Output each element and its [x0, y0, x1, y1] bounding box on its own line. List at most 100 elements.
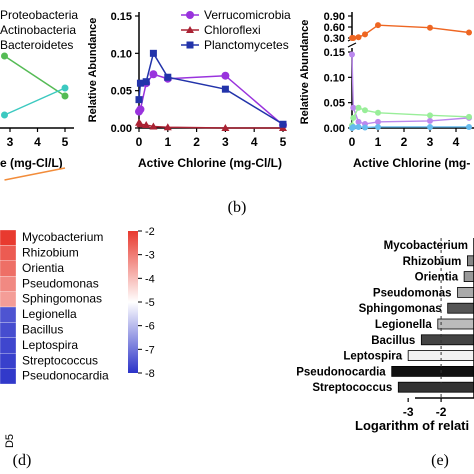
panel-left-partial: Proteobacteria Actinobacteria Bacteroide…: [0, 8, 78, 181]
panel-right-partial: Relative Abundance Active Chlorine (mg- …: [299, 11, 474, 170]
heatmap-cell: [0, 306, 17, 323]
right-series-1-point: [375, 118, 381, 125]
right-series-3-point: [355, 123, 362, 130]
heatmap-cell: [0, 353, 17, 369]
heatmap-row-label: Pseudonocardia: [22, 369, 109, 383]
middle-xlabel: Active Chlorine (mg-Cl/L): [138, 156, 282, 170]
panel-hbar: Mycobacterium Rhizobium Orientia Pseudomona…: [296, 238, 474, 433]
heatmap-row-label: Legionella: [22, 307, 77, 321]
colorbar-tick-label: -4: [145, 273, 155, 285]
panel-label-d: (d): [13, 452, 32, 469]
middle-series-2-point: [149, 49, 157, 57]
hbar-bar: [467, 255, 474, 267]
axis-break-mark-2: [347, 42, 357, 48]
middle-x-tick-label: 4: [251, 135, 258, 149]
left-x-tick-label: 5: [62, 135, 69, 149]
legend-label: Planctomycetes: [204, 38, 289, 52]
panel-label-e: (e): [431, 452, 449, 469]
colorbar-tick-label: -5: [145, 297, 155, 309]
right-series-3-point: [350, 123, 357, 130]
panel-label-b: (b): [228, 199, 247, 216]
heatmap-cell: [0, 368, 17, 385]
legend-label-2: Actinobacteria: [0, 23, 76, 37]
left-xlabel-fragment: e (mg-Cl/L): [0, 156, 63, 170]
right-series-2-point: [355, 104, 362, 111]
right-series-1-point: [427, 117, 433, 124]
right-y-tick-label-bottom: 0.10: [324, 72, 345, 84]
hbar-bar: [457, 286, 474, 298]
middle-series-1-point: [221, 124, 230, 131]
heatmap-cell: [0, 229, 17, 246]
heatmap-cell: [0, 337, 17, 354]
right-ylabel: Relative Abundance: [299, 20, 311, 125]
right-x-tick-label: 3: [427, 135, 434, 149]
heatmap-cell: [0, 322, 17, 338]
right-x-tick-label: 0: [349, 135, 356, 149]
right-y-tick-label-bottom: 0.05: [324, 98, 345, 110]
left-series-2-line: [4, 167, 66, 181]
hbar-category-label: Streptococcus: [312, 382, 392, 394]
colorbar: [128, 231, 138, 373]
right-x-tick-label: 4: [453, 135, 460, 149]
heatmap-row-label: Mycobacterium: [22, 230, 103, 244]
panel-middle-line: Relative Abundance Active Chlorine (mg-C…: [87, 8, 291, 170]
hbar-bar: [463, 271, 474, 283]
left-x-tick-label: 4: [34, 135, 41, 149]
middle-series-0-line: [138, 73, 284, 126]
middle-series-2-point: [279, 120, 287, 128]
hbar-category-label: Pseudonocardia: [296, 366, 386, 378]
hbar-category-label: Rhizobium: [403, 256, 462, 268]
colorbar-tick-label: -7: [145, 344, 155, 356]
heatmap-row-label: Orientia: [22, 261, 64, 275]
right-series-0-point: [427, 24, 433, 31]
legend-label: Chloroflexi: [204, 23, 261, 37]
right-y-tick-label-bottom: 0.15: [324, 47, 345, 59]
hbar-category-label: Legionella: [375, 319, 432, 331]
legend-label: Verrucomicrobia: [204, 8, 291, 22]
middle-series-2-point: [135, 96, 143, 104]
middle-series-0-point: [149, 70, 158, 79]
middle-ylabel: Relative Abundance: [87, 18, 99, 123]
middle-series-2-point: [136, 79, 144, 87]
heatmap-cell: [0, 260, 17, 277]
middle-series-0-point: [136, 105, 145, 114]
heatmap-cell: [0, 276, 17, 292]
right-series-1-line: [351, 54, 470, 125]
right-series-0-line: [352, 24, 470, 39]
right-y-tick-label-top: 0.30: [324, 33, 345, 45]
right-series-2-point: [362, 107, 368, 114]
middle-x-tick-label: 5: [280, 135, 287, 149]
hbar-xlabel: Logarithm of relati: [355, 418, 469, 433]
colorbar-tick-label: -2: [145, 226, 155, 238]
right-series-0-point: [355, 34, 362, 41]
middle-y-tick-label: 0.00: [111, 123, 132, 135]
right-series-0-point: [362, 31, 368, 38]
middle-y-tick-label: 0.05: [111, 86, 132, 98]
hbar-category-label: Pseudomonas: [373, 287, 452, 299]
hbar-x-tick-label: -3: [403, 405, 414, 419]
right-y-tick-label-top: 0.60: [324, 22, 345, 34]
hbar-category-label: Leptospira: [343, 351, 402, 363]
middle-series-1-line: [138, 122, 283, 129]
legend-marker: [186, 41, 194, 49]
heatmap-cell: [0, 291, 17, 308]
heatmap-row-label: Pseudomonas: [22, 276, 99, 290]
legend-label-1: Proteobacteria: [0, 8, 78, 22]
right-series-2-point: [466, 113, 472, 120]
middle-series-1-point: [149, 122, 158, 130]
right-series-3-point: [375, 123, 381, 130]
legend-marker: [186, 11, 194, 19]
hbar-bar: [447, 302, 474, 314]
hbar-bar: [420, 334, 474, 346]
right-x-tick-label: 1: [375, 135, 382, 149]
hbar-category-label: Orientia: [415, 272, 459, 284]
left-series-1-point: [1, 111, 8, 119]
hbar-category-label: Sphingomonas: [359, 303, 442, 315]
colorbar-tick-label: -8: [145, 368, 155, 380]
right-series-1-point: [355, 118, 362, 125]
middle-x-tick-label: 2: [193, 135, 200, 149]
middle-series-2-point: [221, 85, 229, 93]
middle-series-2-line: [138, 51, 284, 125]
